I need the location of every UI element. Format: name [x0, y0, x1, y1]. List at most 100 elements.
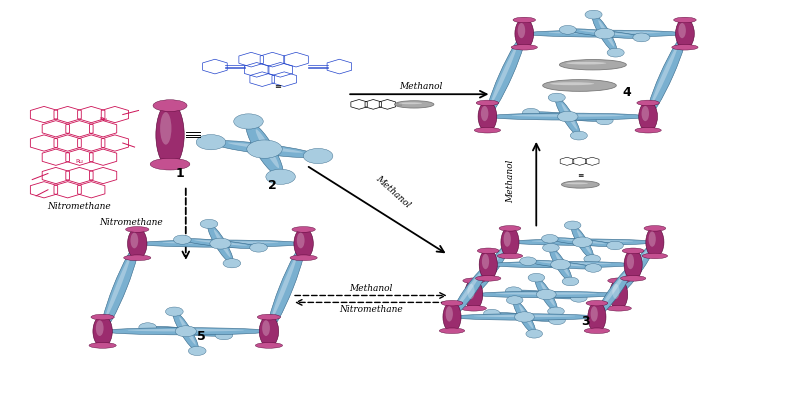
Ellipse shape	[518, 23, 525, 38]
Ellipse shape	[644, 226, 666, 231]
Ellipse shape	[91, 314, 114, 320]
Text: Ru: Ru	[99, 117, 107, 122]
Text: Methanol: Methanol	[350, 284, 393, 293]
Ellipse shape	[543, 244, 559, 252]
Text: 1: 1	[176, 167, 185, 180]
Ellipse shape	[548, 316, 566, 325]
Ellipse shape	[451, 264, 489, 317]
Ellipse shape	[503, 231, 510, 247]
Ellipse shape	[505, 287, 522, 295]
Ellipse shape	[647, 33, 686, 117]
Ellipse shape	[570, 294, 587, 302]
Ellipse shape	[481, 106, 488, 121]
Ellipse shape	[652, 46, 678, 104]
Ellipse shape	[637, 100, 660, 106]
Ellipse shape	[510, 262, 611, 265]
Ellipse shape	[137, 240, 304, 247]
Ellipse shape	[623, 248, 644, 253]
Ellipse shape	[540, 282, 555, 306]
Ellipse shape	[679, 23, 686, 38]
Ellipse shape	[514, 290, 579, 299]
Ellipse shape	[515, 18, 533, 49]
Text: ≡: ≡	[395, 100, 402, 109]
Ellipse shape	[492, 313, 557, 322]
Ellipse shape	[446, 306, 453, 322]
Ellipse shape	[514, 300, 536, 334]
Ellipse shape	[215, 330, 233, 340]
Ellipse shape	[465, 279, 483, 310]
Ellipse shape	[591, 306, 598, 322]
Ellipse shape	[461, 306, 486, 311]
Ellipse shape	[600, 272, 626, 309]
Ellipse shape	[620, 276, 646, 281]
Ellipse shape	[588, 302, 606, 332]
Ellipse shape	[541, 235, 558, 243]
Ellipse shape	[562, 181, 600, 188]
Ellipse shape	[526, 330, 543, 338]
Ellipse shape	[194, 240, 248, 246]
Text: 2: 2	[268, 179, 277, 192]
Ellipse shape	[623, 250, 648, 286]
Ellipse shape	[477, 248, 499, 253]
Ellipse shape	[565, 182, 588, 184]
Ellipse shape	[179, 317, 196, 345]
Ellipse shape	[173, 312, 199, 351]
Ellipse shape	[297, 233, 305, 248]
Ellipse shape	[548, 93, 565, 102]
Ellipse shape	[128, 228, 147, 259]
Ellipse shape	[522, 109, 540, 117]
Text: Methanol: Methanol	[374, 174, 412, 210]
Ellipse shape	[524, 30, 685, 37]
Ellipse shape	[542, 113, 594, 119]
Ellipse shape	[182, 239, 259, 248]
Ellipse shape	[607, 241, 623, 250]
Ellipse shape	[476, 276, 501, 281]
Ellipse shape	[550, 238, 615, 246]
Ellipse shape	[579, 30, 630, 35]
Ellipse shape	[596, 116, 613, 125]
Ellipse shape	[455, 272, 481, 309]
Ellipse shape	[250, 243, 267, 252]
Ellipse shape	[562, 277, 579, 286]
Ellipse shape	[573, 237, 593, 247]
Ellipse shape	[473, 291, 619, 298]
Text: ≡: ≡	[275, 82, 282, 91]
Ellipse shape	[626, 254, 634, 269]
Ellipse shape	[303, 149, 333, 164]
Ellipse shape	[486, 33, 525, 117]
Ellipse shape	[586, 300, 608, 306]
Ellipse shape	[156, 102, 184, 167]
Ellipse shape	[228, 142, 303, 153]
Ellipse shape	[463, 278, 484, 284]
Ellipse shape	[294, 228, 313, 259]
Text: 4: 4	[623, 86, 631, 99]
Ellipse shape	[208, 224, 234, 263]
Ellipse shape	[551, 259, 570, 270]
Ellipse shape	[160, 112, 171, 144]
Ellipse shape	[482, 254, 489, 269]
Ellipse shape	[593, 15, 617, 53]
Ellipse shape	[624, 249, 642, 280]
Ellipse shape	[478, 101, 497, 132]
Ellipse shape	[488, 113, 648, 120]
Ellipse shape	[497, 253, 522, 259]
Ellipse shape	[166, 307, 183, 316]
Ellipse shape	[560, 239, 606, 244]
Ellipse shape	[507, 296, 523, 304]
Ellipse shape	[538, 261, 584, 266]
Ellipse shape	[394, 101, 434, 108]
Ellipse shape	[247, 140, 282, 158]
Ellipse shape	[256, 343, 282, 348]
Text: ≡: ≡	[578, 171, 584, 180]
Ellipse shape	[501, 227, 519, 257]
Ellipse shape	[148, 326, 224, 336]
Ellipse shape	[559, 60, 626, 70]
Ellipse shape	[124, 255, 151, 261]
Text: Methanol: Methanol	[398, 82, 442, 91]
Ellipse shape	[223, 259, 241, 268]
Ellipse shape	[594, 28, 615, 39]
Ellipse shape	[641, 106, 649, 121]
Ellipse shape	[610, 279, 628, 310]
Ellipse shape	[292, 226, 316, 232]
Ellipse shape	[543, 80, 616, 91]
